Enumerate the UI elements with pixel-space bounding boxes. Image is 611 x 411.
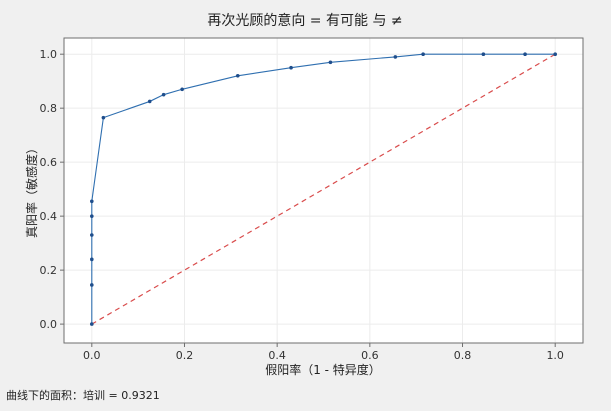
roc-point-12 bbox=[328, 60, 333, 65]
auc-footnote: 曲线下的面积：培训 = 0.9321 bbox=[6, 388, 160, 402]
roc-point-4 bbox=[90, 214, 94, 218]
roc-point-3 bbox=[90, 233, 94, 237]
x-tick-label-5: 1.0 bbox=[546, 349, 564, 362]
roc-point-13 bbox=[393, 55, 398, 59]
roc-point-5 bbox=[90, 199, 94, 204]
chart-title: 再次光顾的意向 = 有可能 与 ≠ bbox=[207, 12, 402, 29]
y-tick-label-0: 0.0 bbox=[40, 318, 58, 331]
x-tick-label-3: 0.6 bbox=[361, 349, 379, 362]
roc-point-7 bbox=[147, 99, 152, 104]
y-tick-label-1: 0.2 bbox=[40, 264, 58, 277]
roc-point-0 bbox=[90, 322, 94, 326]
roc-point-15 bbox=[481, 52, 486, 56]
y-tick-label-2: 0.4 bbox=[40, 210, 58, 223]
roc-point-2 bbox=[90, 257, 94, 262]
x-tick-label-4: 0.8 bbox=[454, 349, 472, 362]
roc-point-6 bbox=[101, 115, 106, 120]
roc-point-10 bbox=[235, 73, 240, 78]
y-tick-label-3: 0.6 bbox=[40, 156, 58, 169]
grid-layer bbox=[64, 38, 583, 343]
y-axis-label: 真阳率（敏感度） bbox=[24, 142, 39, 238]
y-tick-label-5: 1.0 bbox=[40, 48, 58, 61]
roc-point-9 bbox=[180, 87, 184, 92]
x-axis-label: 假阳率（1 - 特异度） bbox=[265, 362, 381, 377]
plot-frame bbox=[63, 37, 584, 344]
roc-point-1 bbox=[90, 283, 94, 287]
x-tick-label-1: 0.2 bbox=[176, 349, 194, 362]
roc-point-14 bbox=[421, 52, 425, 56]
roc-point-8 bbox=[161, 92, 166, 97]
series-layer bbox=[90, 52, 557, 326]
roc-curve-line bbox=[91, 53, 556, 325]
x-tick-label-2: 0.4 bbox=[268, 349, 286, 362]
roc-point-16 bbox=[523, 52, 527, 56]
roc-point-17 bbox=[553, 52, 557, 56]
x-tick-label-0: 0.0 bbox=[83, 349, 101, 362]
y-tick-label-4: 0.8 bbox=[40, 102, 58, 115]
roc-point-11 bbox=[289, 65, 293, 70]
axes-layer: 0.0 0.2 0.4 0.6 0.8 1.0 0.0 0.2 0.4 0.6 0.8 1.0 bbox=[40, 48, 564, 362]
